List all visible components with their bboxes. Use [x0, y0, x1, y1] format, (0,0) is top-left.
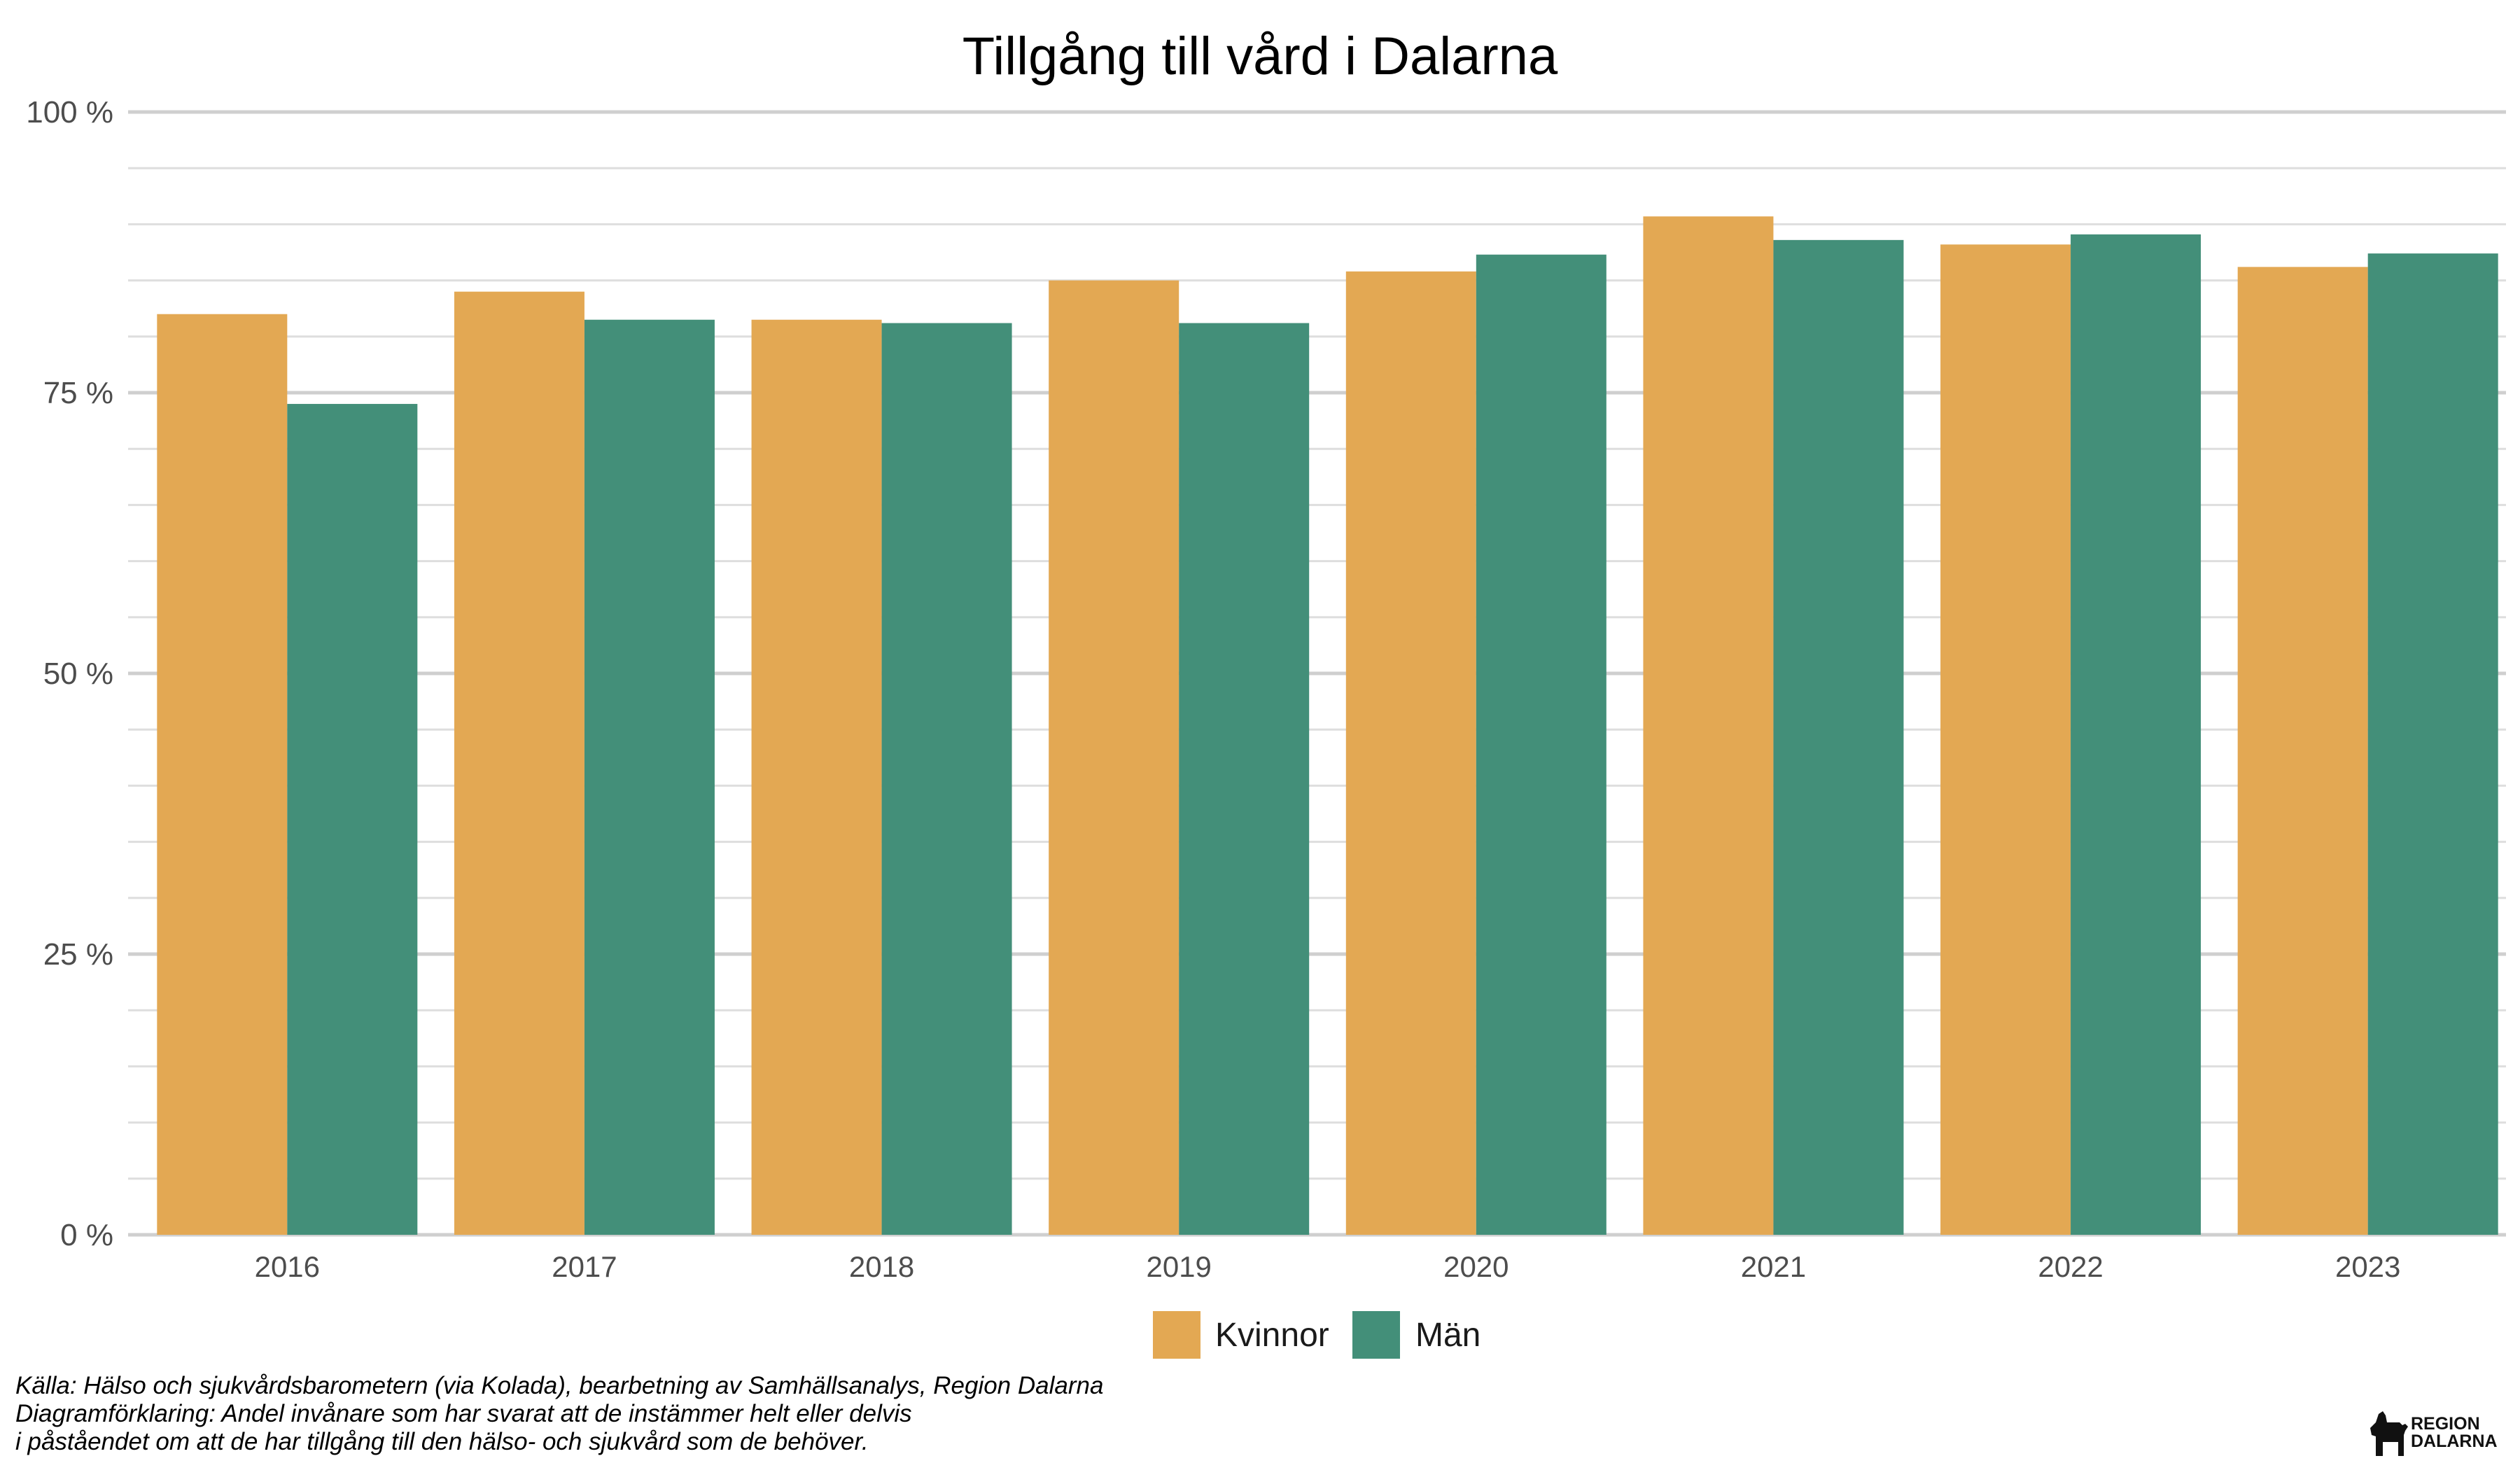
chart-caption: Källa: Hälso och sjukvårdsbarometern (vi…	[15, 1372, 1103, 1456]
bar-m-n-2017	[584, 319, 715, 1235]
legend-label: Män	[1415, 1317, 1480, 1354]
bar-kvinnor-2019	[1049, 280, 1180, 1236]
bar-kvinnor-2021	[1643, 216, 1774, 1235]
axes: 0 % 25 % 50 % 75 % 100 % 2016 2017 2018 2019 2020…	[26, 95, 2400, 1283]
chart-title: Tillgång till vård i Dalarna	[962, 27, 1558, 86]
region-dalarna-logo: REGION DALARNA	[2366, 1407, 2499, 1463]
caption-explanation: Diagramförklaring: Andel invånare som ha…	[15, 1400, 912, 1427]
x-tick-label: 2021	[1741, 1250, 1806, 1283]
y-tick-label: 75 %	[43, 376, 113, 410]
bar-m-n-2019	[1179, 323, 1310, 1235]
legend: Kvinnor Män	[1153, 1311, 1480, 1359]
bar-kvinnor-2017	[454, 291, 584, 1235]
y-tick-label: 50 %	[43, 657, 113, 691]
bar-kvinnor-2022	[1940, 244, 2071, 1236]
caption-source: Källa: Hälso och sjukvårdsbarometern (vi…	[15, 1372, 1104, 1399]
bar-kvinnor-2016	[157, 314, 288, 1236]
legend-swatch	[1352, 1311, 1400, 1359]
legend-swatch	[1153, 1311, 1200, 1359]
bar-m-n-2016	[287, 404, 418, 1235]
logo-text-dalarna: DALARNA	[2411, 1432, 2498, 1451]
bar-m-n-2018	[881, 323, 1012, 1235]
bar-m-n-2022	[2071, 234, 2202, 1236]
bars	[157, 216, 2498, 1236]
y-tick-label: 0 %	[60, 1218, 113, 1252]
x-tick-label: 2018	[849, 1250, 914, 1283]
x-tick-label: 2019	[1146, 1250, 1211, 1283]
caption-explanation-cont: i påståendet om att de har tillgång till…	[15, 1428, 869, 1455]
logo-text-region: REGION	[2411, 1414, 2480, 1434]
y-tick-label: 100 %	[26, 95, 113, 130]
bar-kvinnor-2020	[1345, 271, 1476, 1235]
bar-m-n-2021	[1773, 239, 1904, 1236]
legend-label: Kvinnor	[1215, 1317, 1329, 1354]
x-tick-label: 2020	[1443, 1250, 1508, 1283]
x-tick-label: 2023	[2335, 1250, 2400, 1283]
bar-kvinnor-2018	[751, 319, 882, 1235]
bar-m-n-2023	[2367, 253, 2498, 1235]
x-tick-label: 2022	[2038, 1250, 2103, 1283]
x-tick-label: 2017	[552, 1250, 617, 1283]
dala-horse-icon	[2370, 1411, 2408, 1456]
bar-m-n-2020	[1476, 254, 1606, 1235]
bar-kvinnor-2023	[2237, 267, 2368, 1235]
x-tick-label: 2016	[255, 1250, 320, 1283]
y-tick-label: 25 %	[43, 937, 113, 972]
